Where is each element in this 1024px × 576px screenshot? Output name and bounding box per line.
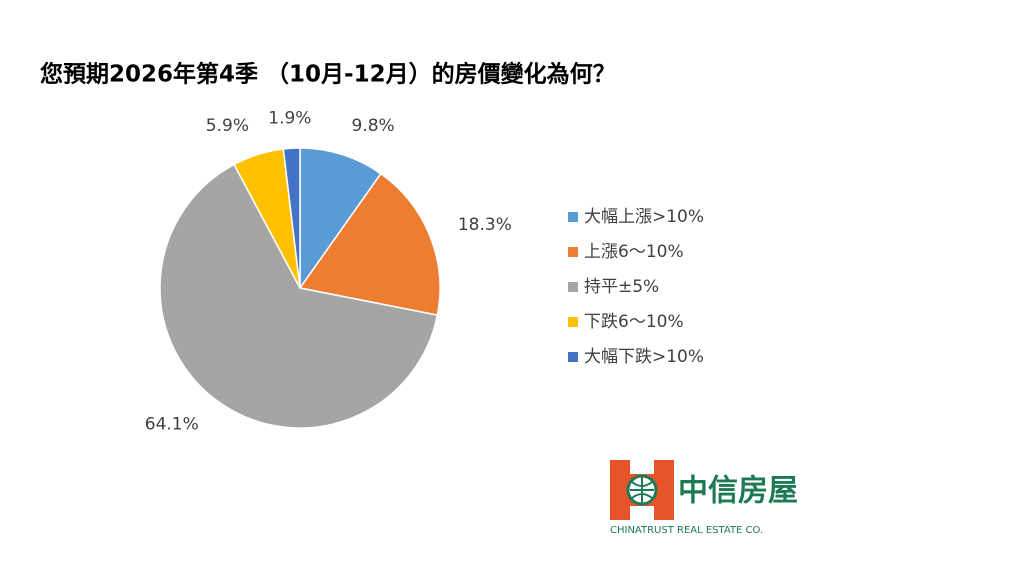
value-label: 9.8% (352, 116, 395, 136)
value-label: 1.9% (268, 108, 311, 128)
value-label: 18.3% (458, 215, 512, 235)
legend-swatch (568, 352, 578, 362)
legend-swatch (568, 282, 578, 292)
logo: 中信房屋 CHINATRUST REAL ESTATE CO. (610, 460, 798, 536)
legend-label: 上漲6～10% (584, 242, 684, 262)
legend-label: 下跌6～10% (584, 312, 684, 332)
legend-label: 持平±5% (584, 277, 659, 297)
legend-label: 大幅下跌>10% (584, 347, 704, 367)
legend-swatch (568, 212, 578, 222)
logo-globe-lines (630, 476, 654, 504)
pie-slice (299, 147, 382, 291)
logo-notch (630, 460, 654, 474)
value-label: 64.1% (145, 415, 199, 435)
legend-swatch (568, 247, 578, 257)
legend-label: 大幅上漲>10% (584, 207, 704, 227)
logo-tagline: CHINATRUST REAL ESTATE CO. (610, 525, 763, 536)
chart-title: 您預期2026年第4季 （10月-12月）的房價變化為何？ (40, 61, 616, 88)
value-label: 5.9% (206, 116, 249, 136)
pie-slice (282, 147, 301, 289)
legend-swatch (568, 317, 578, 327)
logo-name: 中信房屋 (678, 474, 798, 509)
logo-notch (630, 506, 654, 520)
pie-slice (159, 163, 439, 429)
pie-slice (298, 172, 441, 316)
